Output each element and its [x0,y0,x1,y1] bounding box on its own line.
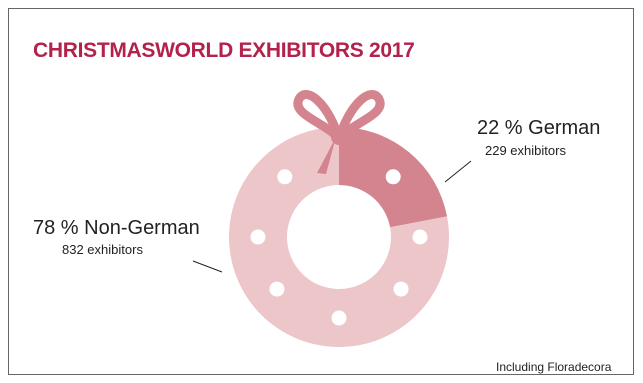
ornament-dot [412,229,428,245]
ornament-dot [277,169,293,185]
ornament-dot [250,229,266,245]
bow-left-loop [293,90,344,144]
bow-right-tail [342,137,361,174]
german-leader-line [444,160,472,183]
german-count-label: 229 exhibitors [485,143,566,158]
ornament-dot [385,169,401,185]
bow-knot [331,129,347,145]
wreath-donut-chart [192,90,472,347]
chart-title: CHRISTMASWORLD EXHIBITORS 2017 [33,39,415,62]
bow-left-tail [317,137,336,174]
non-german-percent-label: 78 % Non-German [33,217,200,239]
non-german-leader-line [192,260,223,273]
non-german-count-label: 832 exhibitors [62,242,143,257]
bow-right-loop [334,90,385,144]
german-percent-label: 22 % German [477,117,601,139]
ornament-dot [331,310,347,326]
ornament-dot [393,281,409,297]
footnote: Including Floradecora [496,360,612,374]
ornament-dot [269,281,285,297]
chart-frame: CHRISTMASWORLD EXHIBITORS 2017 22 % Germ… [8,8,634,375]
